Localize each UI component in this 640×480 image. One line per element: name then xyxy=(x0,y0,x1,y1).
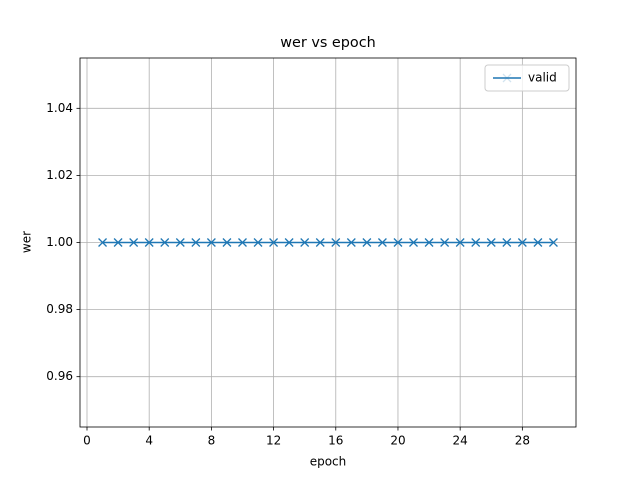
marker-stroke xyxy=(393,238,403,247)
marker xyxy=(440,238,450,247)
marker-stroke xyxy=(424,238,434,247)
marker-stroke xyxy=(144,238,154,247)
marker xyxy=(548,238,558,247)
marker-stroke xyxy=(98,238,108,247)
marker-stroke xyxy=(409,238,418,247)
marker xyxy=(160,238,170,247)
marker-stroke xyxy=(191,238,201,247)
marker xyxy=(331,238,341,247)
marker xyxy=(393,238,403,247)
x-tick-label: 4 xyxy=(145,434,153,448)
marker-stroke xyxy=(222,238,232,247)
marker xyxy=(129,238,139,247)
marker xyxy=(191,238,201,247)
y-axis-label: wer xyxy=(20,231,34,253)
marker-stroke xyxy=(253,238,263,247)
marker-stroke xyxy=(455,238,465,247)
marker-stroke xyxy=(517,238,527,247)
x-tick-label: 28 xyxy=(515,434,530,448)
y-tick-label: 1.00 xyxy=(46,235,73,249)
marker xyxy=(175,238,185,247)
marker-stroke xyxy=(533,238,543,247)
marker xyxy=(346,238,356,247)
x-tick-label: 12 xyxy=(266,434,281,448)
legend-box xyxy=(484,64,570,92)
marker xyxy=(238,238,247,247)
marker-stroke xyxy=(113,238,123,247)
marker-stroke xyxy=(548,238,558,247)
x-tick-label: 20 xyxy=(390,434,405,448)
marker xyxy=(206,238,216,247)
marker-stroke xyxy=(440,238,450,247)
marker xyxy=(471,238,481,247)
marker-stroke xyxy=(362,238,372,247)
marker xyxy=(377,238,387,247)
marker xyxy=(424,238,434,247)
marker xyxy=(269,238,279,247)
y-tick-label: 0.96 xyxy=(46,369,73,383)
marker xyxy=(144,238,154,247)
y-tick-label: 1.04 xyxy=(46,101,73,115)
marker xyxy=(284,238,294,247)
marker-stroke xyxy=(502,238,512,247)
marker-stroke xyxy=(377,238,387,247)
marker xyxy=(502,238,512,247)
marker-stroke xyxy=(315,238,325,247)
marker xyxy=(486,238,496,247)
marker-stroke xyxy=(346,238,356,247)
marker xyxy=(517,238,527,247)
marker xyxy=(98,238,108,247)
marker xyxy=(222,238,232,247)
marker-stroke xyxy=(331,238,341,247)
x-tick-label: 16 xyxy=(328,434,343,448)
marker-stroke xyxy=(300,238,310,247)
marker-stroke xyxy=(129,238,139,247)
marker-stroke xyxy=(471,238,481,247)
axes-frame xyxy=(79,57,577,428)
marker-stroke xyxy=(238,238,247,247)
plot xyxy=(98,73,558,247)
marker-stroke xyxy=(160,238,170,247)
marker xyxy=(253,238,263,247)
marker-stroke xyxy=(486,238,496,247)
marker-stroke xyxy=(206,238,216,247)
y-tick-label: 1.02 xyxy=(46,168,73,182)
y-tick-label: 0.98 xyxy=(46,302,73,316)
marker-stroke xyxy=(284,238,294,247)
legend-label: valid xyxy=(528,71,557,85)
marker xyxy=(409,238,418,247)
marker xyxy=(315,238,325,247)
marker xyxy=(455,238,465,247)
x-tick-label: 8 xyxy=(208,434,216,448)
chart-title: wer vs epoch xyxy=(280,35,376,51)
marker-stroke xyxy=(269,238,279,247)
marker xyxy=(300,238,310,247)
x-axis-label: epoch xyxy=(310,455,347,469)
x-tick-label: 24 xyxy=(453,434,468,448)
marker xyxy=(362,238,372,247)
marker xyxy=(113,238,123,247)
x-tick-label: 0 xyxy=(83,434,91,448)
marker-stroke xyxy=(175,238,185,247)
marker xyxy=(533,238,543,247)
